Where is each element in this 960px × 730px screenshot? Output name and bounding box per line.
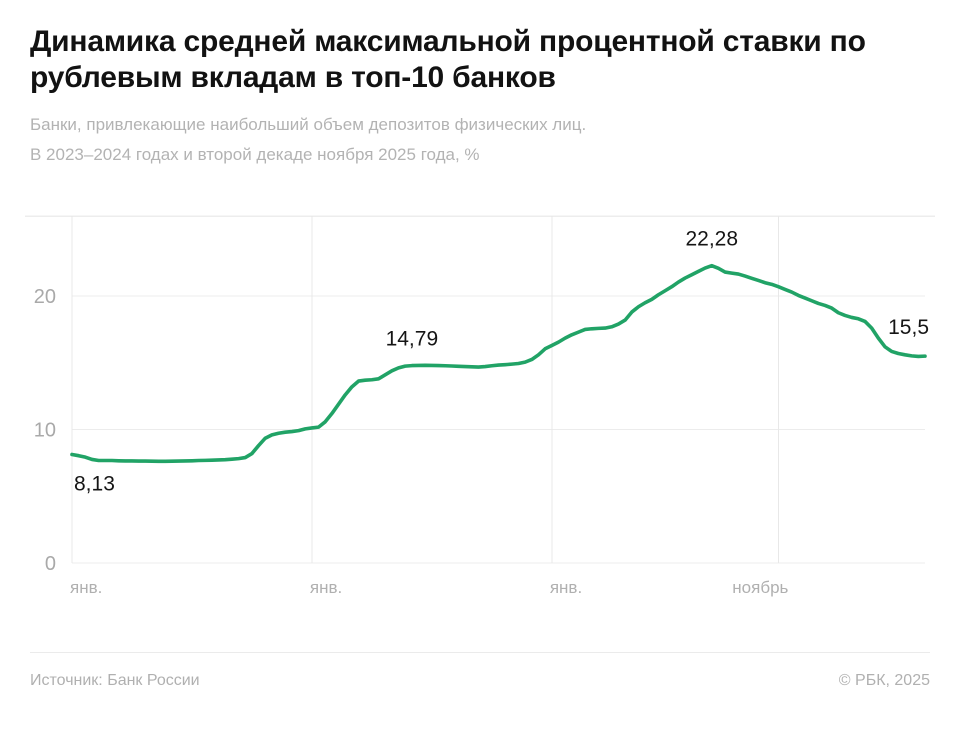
x-axis-tick-labels: янв. 2023 янв. 2024 янв. 2025 ноябрь xyxy=(70,578,789,605)
copyright-label: © РБК, 2025 xyxy=(838,672,930,689)
chart-plot-area: 0 10 20 8,13 14,79 22,28 15,5 янв. 2023 янв. 202… xyxy=(0,205,960,605)
chart-subtitle-line-2: В 2023–2024 годах и второй декаде ноября… xyxy=(30,145,480,164)
svg-text:0: 0 xyxy=(45,553,56,575)
svg-text:2024: 2024 xyxy=(310,604,348,605)
svg-text:янв.: янв. xyxy=(310,578,342,597)
series-value-labels: 8,13 14,79 22,28 15,5 xyxy=(74,228,929,496)
footer-divider xyxy=(30,652,930,653)
chart-subtitle-line-1: Банки, привлекающие наибольший объем деп… xyxy=(30,115,587,134)
source-label: Источник: Банк России xyxy=(30,672,200,689)
rate-series-line xyxy=(70,263,927,464)
end-value-label: 15,5 xyxy=(888,316,929,339)
svg-text:10: 10 xyxy=(34,420,56,442)
svg-text:янв.: янв. xyxy=(70,578,102,597)
y-gridlines xyxy=(25,215,935,564)
line-chart-svg: 0 10 20 8,13 14,79 22,28 15,5 янв. 2023 янв. 202… xyxy=(25,215,935,605)
start-value-label: 8,13 xyxy=(74,472,115,495)
jan-2024-value-label: 14,79 xyxy=(386,328,439,351)
chart-footer: Источник: Банк России © РБК, 2025 xyxy=(30,672,930,690)
svg-text:янв.: янв. xyxy=(550,578,582,597)
peak-value-label: 22,28 xyxy=(685,228,738,251)
page-title: Динамика средней максимальной процентной… xyxy=(30,25,866,94)
svg-text:ноябрь: ноябрь xyxy=(732,578,788,597)
svg-text:2025: 2025 xyxy=(550,604,588,605)
y-axis-tick-labels: 0 10 20 xyxy=(34,286,56,575)
svg-text:20: 20 xyxy=(34,286,56,308)
x-gridlines xyxy=(71,216,779,563)
chart-header: Динамика средней максимальной процентной… xyxy=(30,24,930,170)
chart-subtitle: Банки, привлекающие наибольший объем деп… xyxy=(30,96,910,170)
svg-text:2023: 2023 xyxy=(70,604,108,605)
